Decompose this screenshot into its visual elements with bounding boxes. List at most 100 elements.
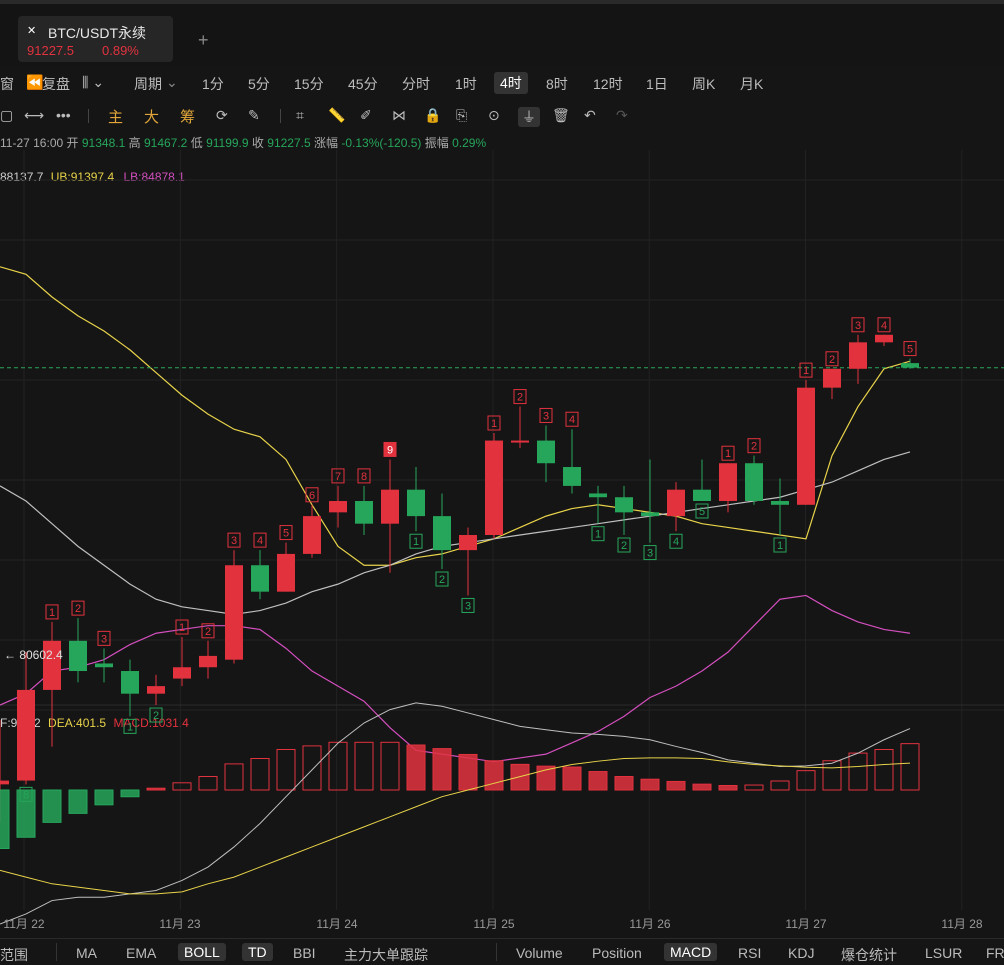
tab-ma[interactable]: MA [76, 945, 97, 961]
macd-bar [146, 787, 166, 791]
toolbar-divider [280, 109, 281, 123]
x-axis-label: 11月 27 [785, 917, 826, 931]
tf-12h[interactable]: 12时 [593, 76, 623, 92]
td-marker-label: 3 [543, 410, 549, 422]
tab-macd[interactable]: MACD [664, 943, 718, 961]
candle-body [901, 363, 919, 368]
macd-bar [198, 776, 218, 791]
undo-icon[interactable]: ↶ [584, 107, 596, 123]
macd-bar [692, 783, 712, 791]
td-marker-box [149, 707, 163, 723]
tab-fr[interactable]: FR [986, 945, 1004, 961]
tf-15m[interactable]: 15分 [294, 76, 324, 92]
candle-body [251, 565, 269, 592]
tf-8h[interactable]: 8时 [546, 76, 568, 92]
candle-body [615, 497, 633, 513]
more-icon[interactable]: ••• [56, 107, 71, 123]
chip-button[interactable]: 筹 [180, 109, 196, 126]
tf-month[interactable]: 月K [740, 76, 764, 92]
horizontal-line-icon[interactable]: ⟷ [24, 107, 45, 123]
x-axis-label: 11月 25 [473, 917, 514, 931]
refresh-icon[interactable]: ⟳ [216, 107, 228, 123]
macd-bar [406, 744, 426, 791]
tab-lsur[interactable]: LSUR [925, 945, 963, 961]
tab-td[interactable]: TD [242, 943, 273, 961]
magnet-icon[interactable]: ⊙ [488, 107, 500, 123]
lock-icon[interactable]: 🔒 [424, 107, 442, 123]
chart-type-icon[interactable]: ⫼ ⌄ [82, 74, 105, 90]
macd-bar [276, 749, 296, 791]
tab-position[interactable]: Position [592, 945, 642, 961]
timeframe-bar: 窗 ⏪ 复盘 ⫼ ⌄ 周期 ⌄ 1分 5分 15分 45分 分时 1时 4时 8… [0, 68, 1004, 98]
amp-label: 振幅 [424, 136, 449, 150]
main-indicator-button[interactable]: 主 [108, 109, 124, 126]
candle-body [121, 671, 139, 694]
td-marker-label: 2 [153, 710, 159, 722]
tf-4h[interactable]: 4时 [494, 72, 528, 94]
replay-button[interactable]: 复盘 [42, 76, 70, 92]
td-marker-label: 9 [387, 444, 393, 456]
tab-divider [56, 943, 57, 961]
tab-bbi[interactable]: BBI [293, 945, 316, 961]
symbol-tab[interactable]: ✕ BTC/USDT永续 91227.5 0.89% [18, 16, 173, 62]
td-marker-label: 4 [569, 414, 575, 426]
td-marker-box [903, 341, 917, 357]
macd-bar [68, 789, 88, 814]
td-marker-box [747, 438, 761, 454]
tab-boll[interactable]: BOLL [178, 943, 226, 961]
chevron-down-icon[interactable]: ⌄ [166, 74, 178, 90]
tab-volume[interactable]: Volume [516, 945, 563, 961]
low-price-marker: ← 80602.4 [4, 648, 63, 662]
open-value: 91348.1 [81, 136, 126, 150]
tab-liquidation[interactable]: 爆仓统计 [841, 947, 897, 963]
tab-big-order-tracking[interactable]: 主力大单跟踪 [344, 947, 428, 963]
tab-rsi[interactable]: RSI [738, 945, 762, 961]
add-tab-button[interactable]: + [198, 30, 209, 50]
big-order-button[interactable]: 大 [144, 109, 160, 126]
macd-bar [328, 741, 348, 791]
tf-5m[interactable]: 5分 [248, 76, 270, 92]
ruler-icon[interactable]: 📏 [328, 107, 346, 123]
td-marker-label: 1 [49, 607, 55, 619]
tf-timeshare[interactable]: 分时 [402, 76, 430, 92]
candle-body [537, 440, 555, 464]
td-marker-label: 1 [413, 536, 419, 548]
tf-1h[interactable]: 1时 [455, 76, 477, 92]
price-chart[interactable]: 81231212345678912312341234512112345← 806… [0, 150, 1004, 938]
macd-bar [510, 763, 530, 791]
crop-icon[interactable]: ⌗ [296, 107, 304, 123]
period-dropdown[interactable]: 周期 [134, 76, 162, 92]
tf-week[interactable]: 周K [692, 76, 716, 92]
td-marker-box [773, 537, 787, 553]
candle-body [719, 463, 737, 502]
note-icon[interactable]: ⎘ [456, 107, 468, 123]
brush-icon[interactable]: ✐ [360, 107, 372, 123]
pattern-icon[interactable]: ⋈ [392, 107, 406, 123]
td-marker-label: 1 [595, 529, 601, 541]
x-axis-label: 11月 28 [941, 917, 982, 931]
td-marker-box [643, 545, 657, 561]
redo-icon[interactable]: ↷ [616, 107, 628, 123]
macd-bar [614, 776, 634, 791]
tab-ema[interactable]: EMA [126, 945, 157, 961]
trash-icon[interactable]: 🗑 [552, 107, 570, 123]
macd-dea-line [0, 757, 911, 895]
tf-45m[interactable]: 45分 [348, 76, 378, 92]
macd-bar [432, 748, 452, 791]
td-marker-label: 2 [517, 392, 523, 404]
replay-icon[interactable]: ⏪ [26, 74, 44, 90]
rectangle-icon[interactable]: ▢ [0, 107, 14, 123]
pen-erase-icon[interactable]: ✎ [248, 107, 260, 123]
td-marker-label: 3 [101, 633, 107, 645]
tab-kdj[interactable]: KDJ [788, 945, 815, 961]
td-marker-label: 8 [361, 471, 367, 483]
td-marker-box [539, 407, 553, 423]
window-button[interactable]: 窗 [0, 76, 14, 92]
tab-divider [496, 943, 497, 961]
td-marker-label: 2 [205, 626, 211, 638]
tf-1m[interactable]: 1分 [202, 76, 224, 92]
filter-icon[interactable]: ⏚ [518, 107, 540, 127]
tf-1d[interactable]: 1日 [646, 76, 668, 92]
candle-body [0, 780, 9, 785]
range-tab[interactable]: 范围 [0, 947, 28, 963]
